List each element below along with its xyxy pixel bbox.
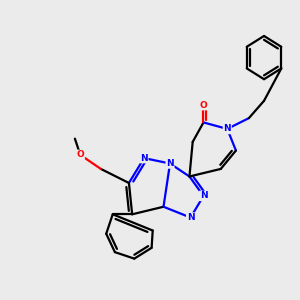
Text: N: N — [224, 124, 231, 134]
Text: N: N — [200, 191, 207, 200]
Text: N: N — [187, 213, 194, 222]
Text: N: N — [166, 159, 174, 168]
Text: N: N — [140, 154, 148, 163]
Text: O: O — [76, 150, 84, 159]
Text: O: O — [200, 100, 207, 109]
